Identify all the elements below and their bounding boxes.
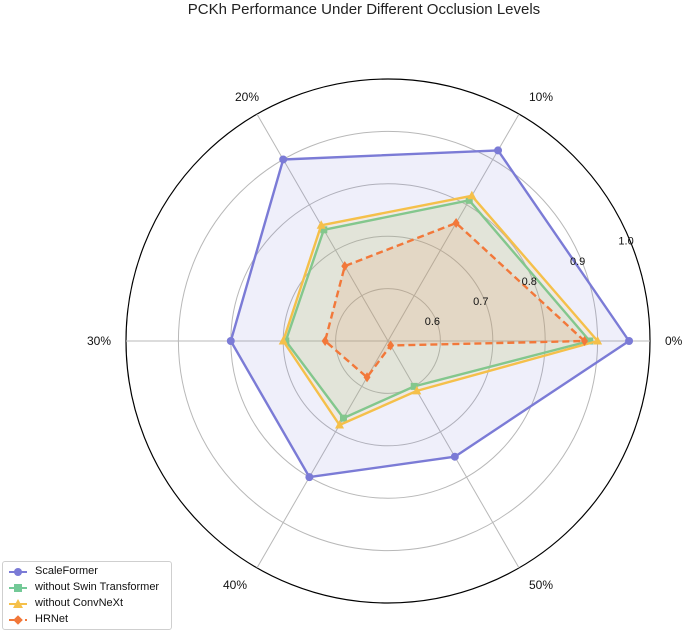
series-fill [325, 223, 585, 378]
data-point [452, 218, 460, 229]
data-point [279, 155, 288, 164]
data-point [450, 452, 459, 461]
data-point [581, 336, 588, 346]
radial-tick-label: 0.9 [570, 256, 585, 268]
data-point [586, 337, 594, 345]
legend-marker [14, 584, 22, 592]
series-fill [230, 150, 630, 478]
data-point [494, 146, 503, 155]
legend-label: without ConvNeXt [35, 597, 124, 609]
chart-title: PCKh Performance Under Different Occlusi… [188, 1, 540, 18]
legend-label: without Swin Transformer [35, 581, 160, 593]
category-label: 10% [529, 90, 553, 104]
radar-labels: 0% 10% 20% 30% 40% 50% 0.6 0.7 0.8 0.9 1.0 [87, 90, 683, 592]
legend-item: without Swin Transformer [3, 580, 171, 596]
legend-marker [13, 615, 23, 625]
data-point [226, 337, 235, 345]
data-point [625, 337, 634, 345]
series-2 [278, 190, 603, 429]
data-point [339, 414, 347, 422]
data-point [410, 382, 418, 390]
legend-item: ScaleFormer [3, 564, 171, 580]
radar-series [226, 146, 634, 482]
data-point [593, 336, 603, 345]
data-point [321, 336, 329, 346]
data-point [278, 336, 288, 345]
data-point [465, 196, 473, 204]
data-point [316, 220, 326, 229]
series-fill [283, 195, 598, 425]
legend-label: HRNet [35, 613, 69, 625]
category-label: 30% [87, 334, 111, 348]
data-point [320, 226, 328, 234]
category-label: 40% [223, 578, 247, 592]
data-point [412, 385, 422, 395]
legend-item: HRNet [3, 612, 171, 628]
radial-tick-label: 1.0 [618, 236, 633, 248]
legend-item: without ConvNeXt [3, 596, 171, 612]
series-0 [226, 146, 634, 482]
legend: ScaleFormer without Swin Transformer witho… [2, 561, 172, 630]
category-label: 50% [529, 578, 553, 592]
series-fill [285, 200, 590, 419]
data-point [363, 372, 371, 383]
radial-tick-label: 0.7 [473, 296, 488, 308]
legend-label: ScaleFormer [35, 565, 98, 577]
data-point [335, 419, 345, 429]
data-point [467, 190, 477, 200]
data-point [387, 340, 395, 351]
legend-marker [14, 568, 22, 576]
data-point [341, 261, 349, 272]
radial-tick-label: 0.6 [425, 316, 440, 328]
legend-marker [13, 599, 23, 608]
category-label: 0% [665, 334, 683, 348]
radial-tick-label: 0.8 [522, 276, 537, 288]
data-point [305, 473, 314, 482]
category-label: 20% [235, 90, 259, 104]
series-3 [321, 218, 588, 383]
